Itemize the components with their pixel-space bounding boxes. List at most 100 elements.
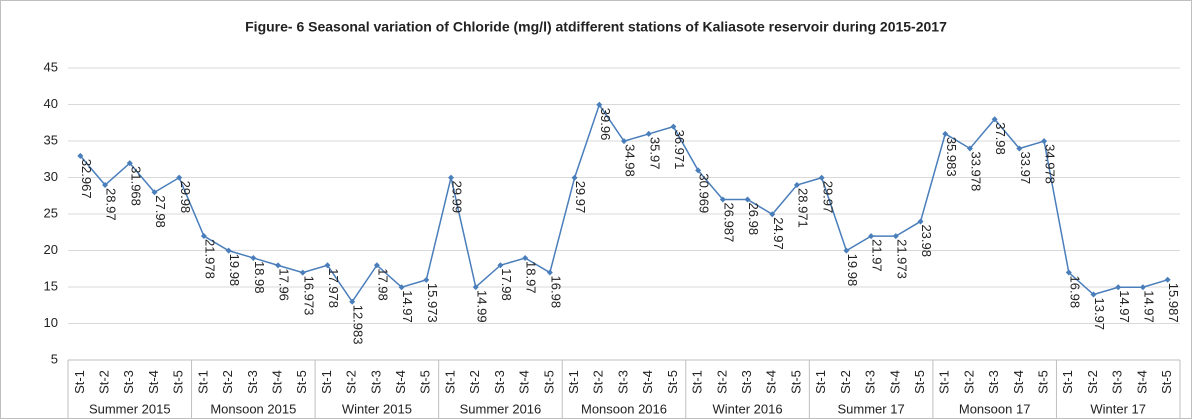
x-tick-label: St-4 [887,370,902,394]
data-label: 14.99 [474,290,489,323]
group-label: Winter 17 [1090,401,1146,416]
marker [1041,138,1048,145]
data-label: 16.973 [301,276,316,316]
data-label: 16.98 [1067,276,1082,309]
x-tick-label: St-1 [937,370,952,394]
x-tick-label: St-5 [1159,370,1174,394]
data-label: 29.99 [450,181,465,214]
marker [645,130,652,137]
marker [1090,291,1097,298]
data-label: 14.97 [1141,290,1156,323]
data-label: 21.973 [894,239,909,279]
x-tick-label: St-4 [1134,370,1149,394]
y-tick-label: 45 [44,59,58,74]
x-tick-label: St-5 [294,370,309,394]
data-label: 37.98 [993,122,1008,155]
marker [176,174,183,181]
marker [1139,284,1146,291]
data-label: 23.98 [919,224,934,257]
data-label: 14.97 [1117,290,1132,323]
marker [942,130,949,137]
data-label: 27.98 [153,195,168,228]
x-tick-label: St-4 [146,370,161,394]
y-tick-label: 25 [44,205,58,220]
x-tick-label: St-1 [195,370,210,394]
marker [793,182,800,189]
marker [126,160,133,167]
marker [596,101,603,108]
group-label: Winter 2015 [342,401,412,416]
y-tick-label: 5 [51,351,58,366]
data-label: 26.987 [721,202,736,242]
x-tick-label: St-5 [541,370,556,394]
marker [917,218,924,225]
marker [373,262,380,269]
y-tick-label: 40 [44,96,58,111]
marker [892,233,899,240]
group-label: Monsoon 2015 [210,401,296,416]
x-tick-label: St-3 [863,370,878,394]
marker [670,123,677,130]
data-label: 33.97 [1018,152,1033,185]
data-label: 15.987 [1166,283,1181,323]
x-tick-label: St-2 [344,370,359,394]
x-tick-label: St-3 [368,370,383,394]
marker [719,196,726,203]
data-label: 28.971 [796,188,811,228]
x-tick-label: St-3 [739,370,754,394]
data-label: 17.978 [326,268,341,308]
data-label: 31.968 [128,166,143,206]
data-label: 17.98 [375,268,390,301]
marker [225,247,232,254]
data-label: 19.98 [845,254,860,287]
marker [77,152,84,159]
data-label: 14.97 [400,290,415,323]
marker [966,145,973,152]
data-label: 16.98 [548,276,563,309]
x-tick-label: St-1 [1060,370,1075,394]
data-label: 21.97 [870,239,885,272]
x-tick-label: St-3 [121,370,136,394]
x-tick-label: St-2 [714,370,729,394]
y-tick-label: 10 [44,315,58,330]
data-label: 29.98 [178,181,193,214]
group-label: Winter 2016 [713,401,783,416]
data-label: 35.97 [647,137,662,170]
x-tick-label: St-3 [615,370,630,394]
y-tick-label: 15 [44,278,58,293]
chart-title: Figure- 6 Seasonal variation of Chloride… [245,19,947,35]
marker [275,262,282,269]
x-tick-label: St-4 [269,370,284,394]
data-label: 29.97 [820,181,835,214]
group-label: Summer 2015 [89,401,171,416]
x-tick-label: St-5 [665,370,680,394]
marker [200,233,207,240]
data-label: 29.97 [573,181,588,214]
data-label: 15.973 [425,283,440,323]
marker [695,167,702,174]
marker [423,276,430,283]
x-tick-label: St-4 [517,370,532,394]
data-label: 17.98 [499,268,514,301]
data-label: 13.97 [1092,298,1107,331]
data-label: 17.96 [277,268,292,301]
data-label: 21.978 [202,239,217,279]
x-tick-label: St-5 [171,370,186,394]
x-tick-label: St-1 [813,370,828,394]
data-label: 34.98 [623,144,638,177]
marker [448,174,455,181]
x-tick-label: St-4 [393,370,408,394]
x-tick-label: St-5 [418,370,433,394]
data-label: 35.983 [944,137,959,177]
data-label: 18.97 [524,261,539,294]
marker [818,174,825,181]
x-tick-label: St-5 [1036,370,1051,394]
marker [497,262,504,269]
x-tick-label: St-1 [319,370,334,394]
marker [398,284,405,291]
x-tick-label: St-3 [986,370,1001,394]
marker [843,247,850,254]
x-tick-label: St-1 [690,370,705,394]
x-tick-label: St-5 [788,370,803,394]
